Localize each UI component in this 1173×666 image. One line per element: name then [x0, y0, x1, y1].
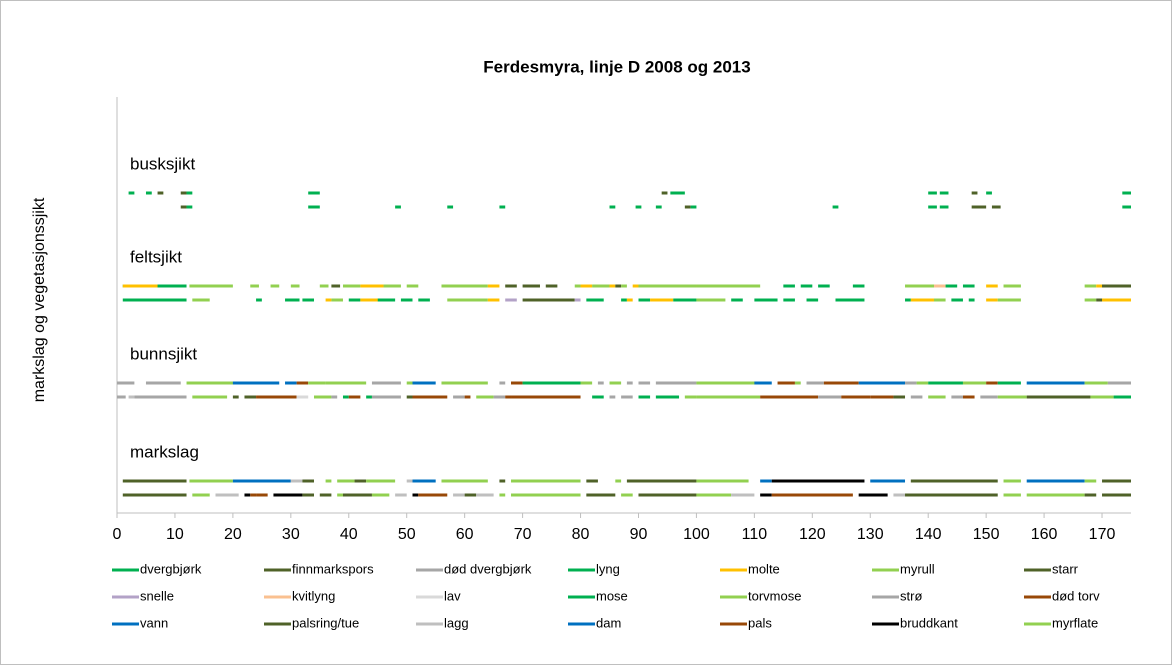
x-tick-label: 10: [166, 526, 184, 543]
legend-label: dvergbjørk: [140, 561, 202, 576]
x-tick-label: 110: [742, 526, 768, 543]
legend-label: lagg: [444, 615, 469, 630]
x-tick-label: 60: [456, 526, 474, 543]
x-tick-label: 50: [398, 526, 416, 543]
x-tick-label: 120: [799, 526, 826, 543]
legend-label: bruddkant: [900, 615, 958, 630]
legend-label: myrull: [900, 561, 935, 576]
legend-label: lyng: [596, 561, 620, 576]
group-label: busksjikt: [130, 154, 195, 173]
x-tick-label: 100: [683, 526, 710, 543]
y-axis-label: markslag og vegetasjonssjikt: [31, 197, 48, 402]
x-tick-label: 0: [113, 526, 122, 543]
legend-label: strø: [900, 588, 922, 603]
legend-label: død dvergbjørk: [444, 561, 532, 576]
x-tick-label: 80: [572, 526, 590, 543]
legend-label: myrflate: [1052, 615, 1098, 630]
legend-label: lav: [444, 588, 461, 603]
x-tick-label: 170: [1089, 526, 1116, 543]
legend-label: starr: [1052, 561, 1079, 576]
x-tick-label: 40: [340, 526, 358, 543]
x-tick-label: 130: [857, 526, 884, 543]
legend-label: snelle: [140, 588, 174, 603]
x-tick-label: 90: [630, 526, 648, 543]
legend-label: finnmarkspors: [292, 561, 374, 576]
x-tick-label: 70: [514, 526, 532, 543]
x-tick-label: 30: [282, 526, 300, 543]
x-tick-label: 150: [973, 526, 1000, 543]
x-tick-label: 160: [1031, 526, 1058, 543]
legend-label: molte: [748, 561, 780, 576]
x-tick-label: 20: [224, 526, 242, 543]
group-label: markslag: [130, 442, 199, 461]
legend-label: dam: [596, 615, 621, 630]
legend-label: palsring/tue: [292, 615, 359, 630]
legend-label: mose: [596, 588, 628, 603]
legend-label: pals: [748, 615, 772, 630]
group-label: feltsjikt: [130, 247, 182, 266]
legend-label: torvmose: [748, 588, 801, 603]
chart-title: Ferdesmyra, linje D 2008 og 2013: [483, 57, 750, 76]
group-label: bunnsjikt: [130, 344, 197, 363]
legend-label: kvitlyng: [292, 588, 335, 603]
x-tick-label: 140: [915, 526, 942, 543]
legend-label: død torv: [1052, 588, 1100, 603]
legend-label: vann: [140, 615, 168, 630]
